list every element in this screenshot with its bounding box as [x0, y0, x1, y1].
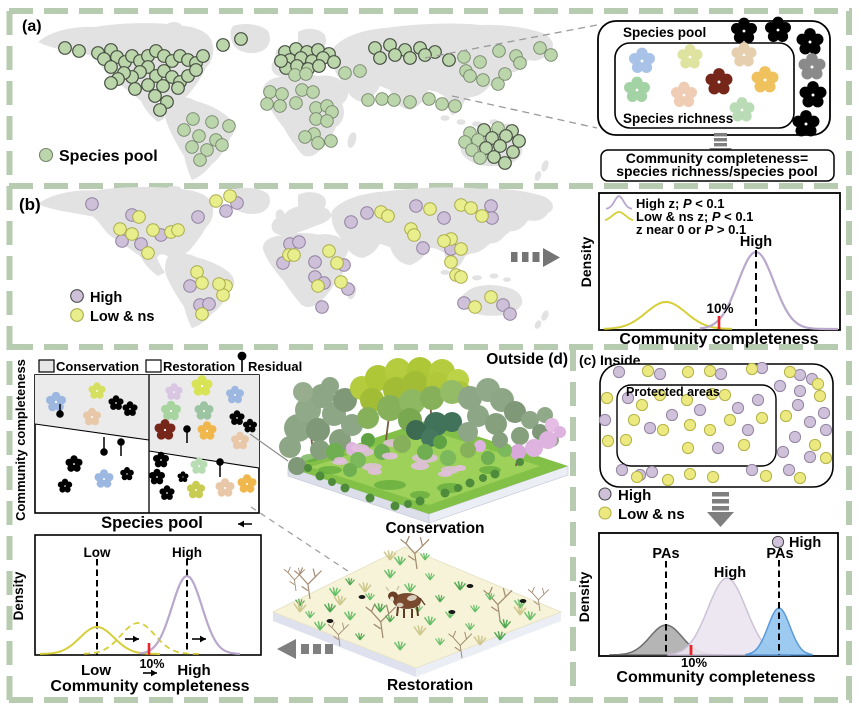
svg-text:PAs: PAs [652, 546, 679, 562]
svg-text:Community completeness: Community completeness [619, 331, 818, 348]
svg-text:High: High [177, 662, 210, 679]
svg-text:Community completeness: Community completeness [616, 669, 815, 686]
svg-text:Species pool: Species pool [623, 25, 706, 40]
svg-text:Low & ns: Low & ns [618, 506, 685, 523]
svg-text:High: High [90, 290, 122, 306]
svg-text:(b): (b) [19, 195, 41, 214]
svg-text:Restoration: Restoration [387, 677, 473, 694]
svg-text:High: High [740, 234, 772, 250]
svg-text:Species pool: Species pool [101, 514, 203, 532]
svg-text:Low: Low [81, 662, 111, 679]
svg-text:Species richness: Species richness [623, 111, 733, 126]
svg-text:High: High [172, 545, 202, 560]
svg-text:Low: Low [84, 545, 111, 560]
svg-text:High: High [789, 535, 821, 551]
svg-text:(a): (a) [22, 18, 42, 35]
svg-text:Density: Density [576, 572, 592, 623]
svg-text:species richness/species pool: species richness/species pool [616, 163, 818, 179]
svg-text:Residual: Residual [248, 359, 302, 374]
svg-text:10%: 10% [139, 657, 164, 671]
svg-text:Conservation: Conservation [385, 520, 484, 537]
svg-text:Community completeness=: Community completeness= [626, 150, 808, 166]
svg-text:Low & ns: Low & ns [90, 309, 154, 325]
svg-text:10%: 10% [706, 301, 733, 316]
svg-text:Density: Density [578, 237, 594, 288]
svg-text:Outside (d): Outside (d) [486, 351, 568, 368]
svg-text:Conservation: Conservation [56, 359, 139, 374]
svg-text:Protected areas: Protected areas [626, 385, 720, 399]
svg-text:Density: Density [11, 571, 26, 620]
svg-text:Low & ns z; P < 0.1: Low & ns z; P < 0.1 [636, 209, 753, 224]
svg-text:Restoration: Restoration [163, 359, 235, 374]
svg-text:Community completeness: Community completeness [13, 359, 28, 521]
svg-text:High z; P < 0.1: High z; P < 0.1 [636, 196, 725, 211]
svg-text:High: High [618, 487, 651, 504]
svg-text:z near 0 or P > 0.1: z near 0 or P > 0.1 [636, 222, 746, 237]
svg-text:Community completeness: Community completeness [50, 678, 249, 695]
svg-text:High: High [714, 565, 746, 581]
svg-text:10%: 10% [681, 655, 707, 670]
svg-text:PAs: PAs [766, 546, 793, 562]
svg-text:Species pool: Species pool [59, 148, 158, 165]
